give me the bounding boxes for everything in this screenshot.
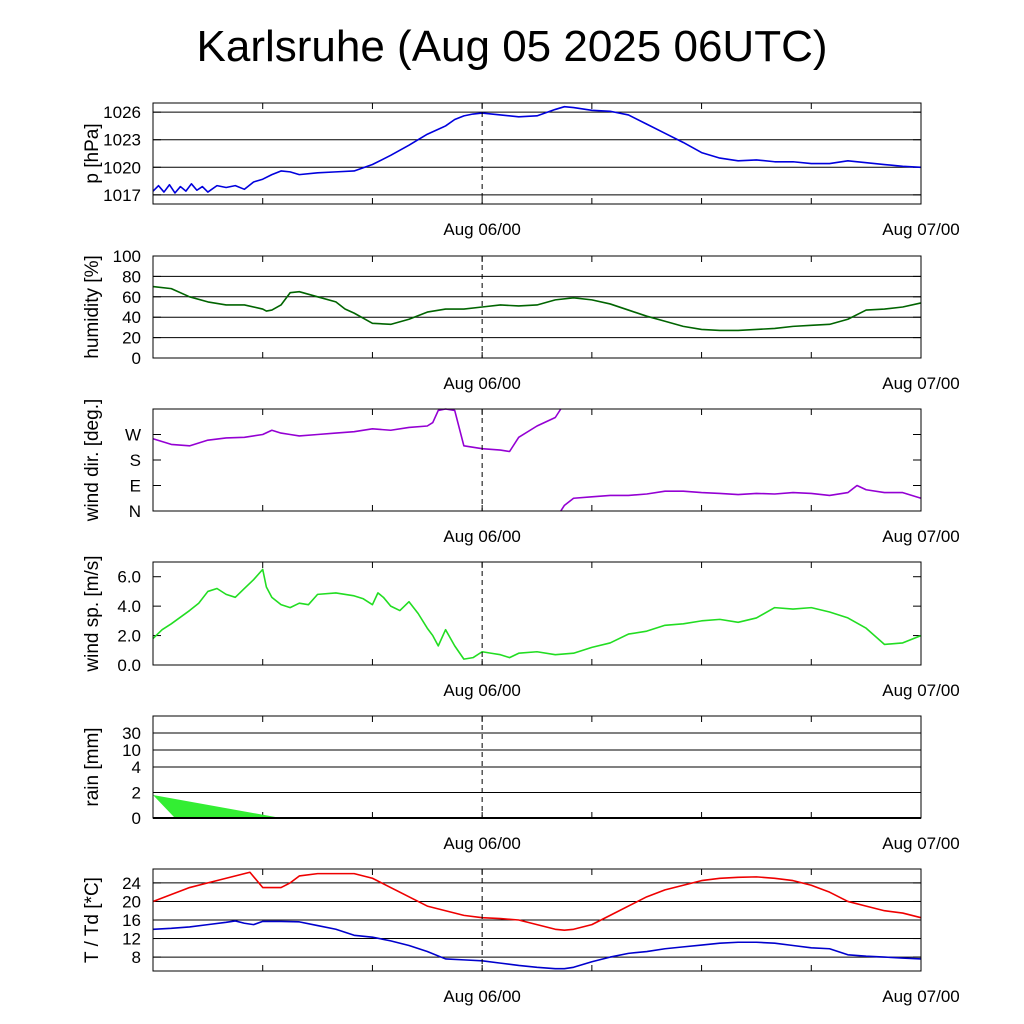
panel-frame (152, 408, 922, 512)
y-tick-label: 4.0 (117, 597, 141, 616)
y-tick-label: W (125, 426, 141, 445)
series-line-humidity-0 (152, 285, 922, 332)
panel-frame (152, 561, 922, 666)
series-line-temperature-0 (152, 871, 922, 932)
y-tick-label: 1026 (103, 103, 141, 122)
chart-title: Karlsruhe (Aug 05 2025 06UTC) (196, 22, 828, 71)
panel-frame (152, 102, 922, 205)
series-line-wind-direction-0 (152, 408, 562, 453)
x-tick-label: Aug 07/00 (882, 220, 960, 239)
y-tick-label: 24 (122, 874, 141, 893)
panel-wind-speed: 0.0 2.0 4.0 6.0 Aug 06/00 Aug 07/00 wind sp. [… (82, 555, 960, 700)
y-tick-label: 6.0 (117, 568, 141, 587)
y-tick-label: 20 (122, 329, 141, 348)
y-tick-label: 0 (132, 349, 141, 368)
x-tick-label: Aug 06/00 (443, 527, 521, 546)
x-tick-label: Aug 07/00 (882, 374, 960, 393)
y-tick-label: 2.0 (117, 627, 141, 646)
y-tick-label: 12 (122, 930, 141, 949)
y-tick-label: 0 (132, 809, 141, 828)
y-tick-label: 4 (132, 758, 141, 777)
y-axis-label: p [hPa] (82, 123, 103, 183)
x-tick-label: Aug 07/00 (882, 527, 960, 546)
y-tick-label: 0.0 (117, 656, 141, 675)
y-tick-label: S (130, 451, 141, 470)
y-axis-label: wind sp. [m/s] (82, 555, 103, 672)
x-tick-label: Aug 06/00 (443, 374, 521, 393)
y-tick-label: 40 (122, 308, 141, 327)
x-tick-label: Aug 06/00 (443, 681, 521, 700)
panel-pressure: 1017 1020 1023 1026 Aug 06/00 Aug 07/00 p [hPa… (82, 102, 960, 239)
y-tick-label: N (129, 502, 141, 521)
x-tick-label: Aug 07/00 (882, 987, 960, 1006)
rain-area (153, 795, 281, 818)
x-tick-label: Aug 06/00 (443, 834, 521, 853)
x-tick-label: Aug 07/00 (882, 834, 960, 853)
y-tick-label: E (130, 477, 141, 496)
series-line-temperature-1 (152, 920, 922, 970)
x-tick-label: Aug 06/00 (443, 987, 521, 1006)
y-axis-label: humidity [%] (82, 255, 103, 358)
y-tick-label: 8 (132, 948, 141, 967)
y-tick-label: 100 (113, 247, 141, 266)
y-axis-label: wind dir. [deg.] (82, 399, 103, 523)
x-tick-label: Aug 07/00 (882, 681, 960, 700)
y-tick-label: 16 (122, 911, 141, 930)
y-tick-label: 2 (132, 784, 141, 803)
panel-frame (152, 255, 922, 359)
series-line-wind-direction-1 (560, 484, 922, 512)
y-tick-label: 80 (122, 267, 141, 286)
y-tick-label: 60 (122, 288, 141, 307)
y-tick-label: 1023 (103, 131, 141, 150)
panel-frame (152, 868, 922, 972)
series-line-pressure-0 (152, 105, 922, 194)
series-line-wind-speed-0 (152, 568, 922, 660)
panel-frame (152, 715, 922, 819)
y-axis-label: rain [mm] (82, 727, 103, 806)
x-tick-label: Aug 06/00 (443, 220, 521, 239)
y-tick-label: 1017 (103, 186, 141, 205)
y-tick-label: 10 (122, 741, 141, 760)
y-tick-label: 1020 (103, 158, 141, 177)
y-tick-label: 20 (122, 892, 141, 911)
y-tick-label: 30 (122, 724, 141, 743)
y-axis-label: T / Td [*C] (82, 877, 103, 963)
